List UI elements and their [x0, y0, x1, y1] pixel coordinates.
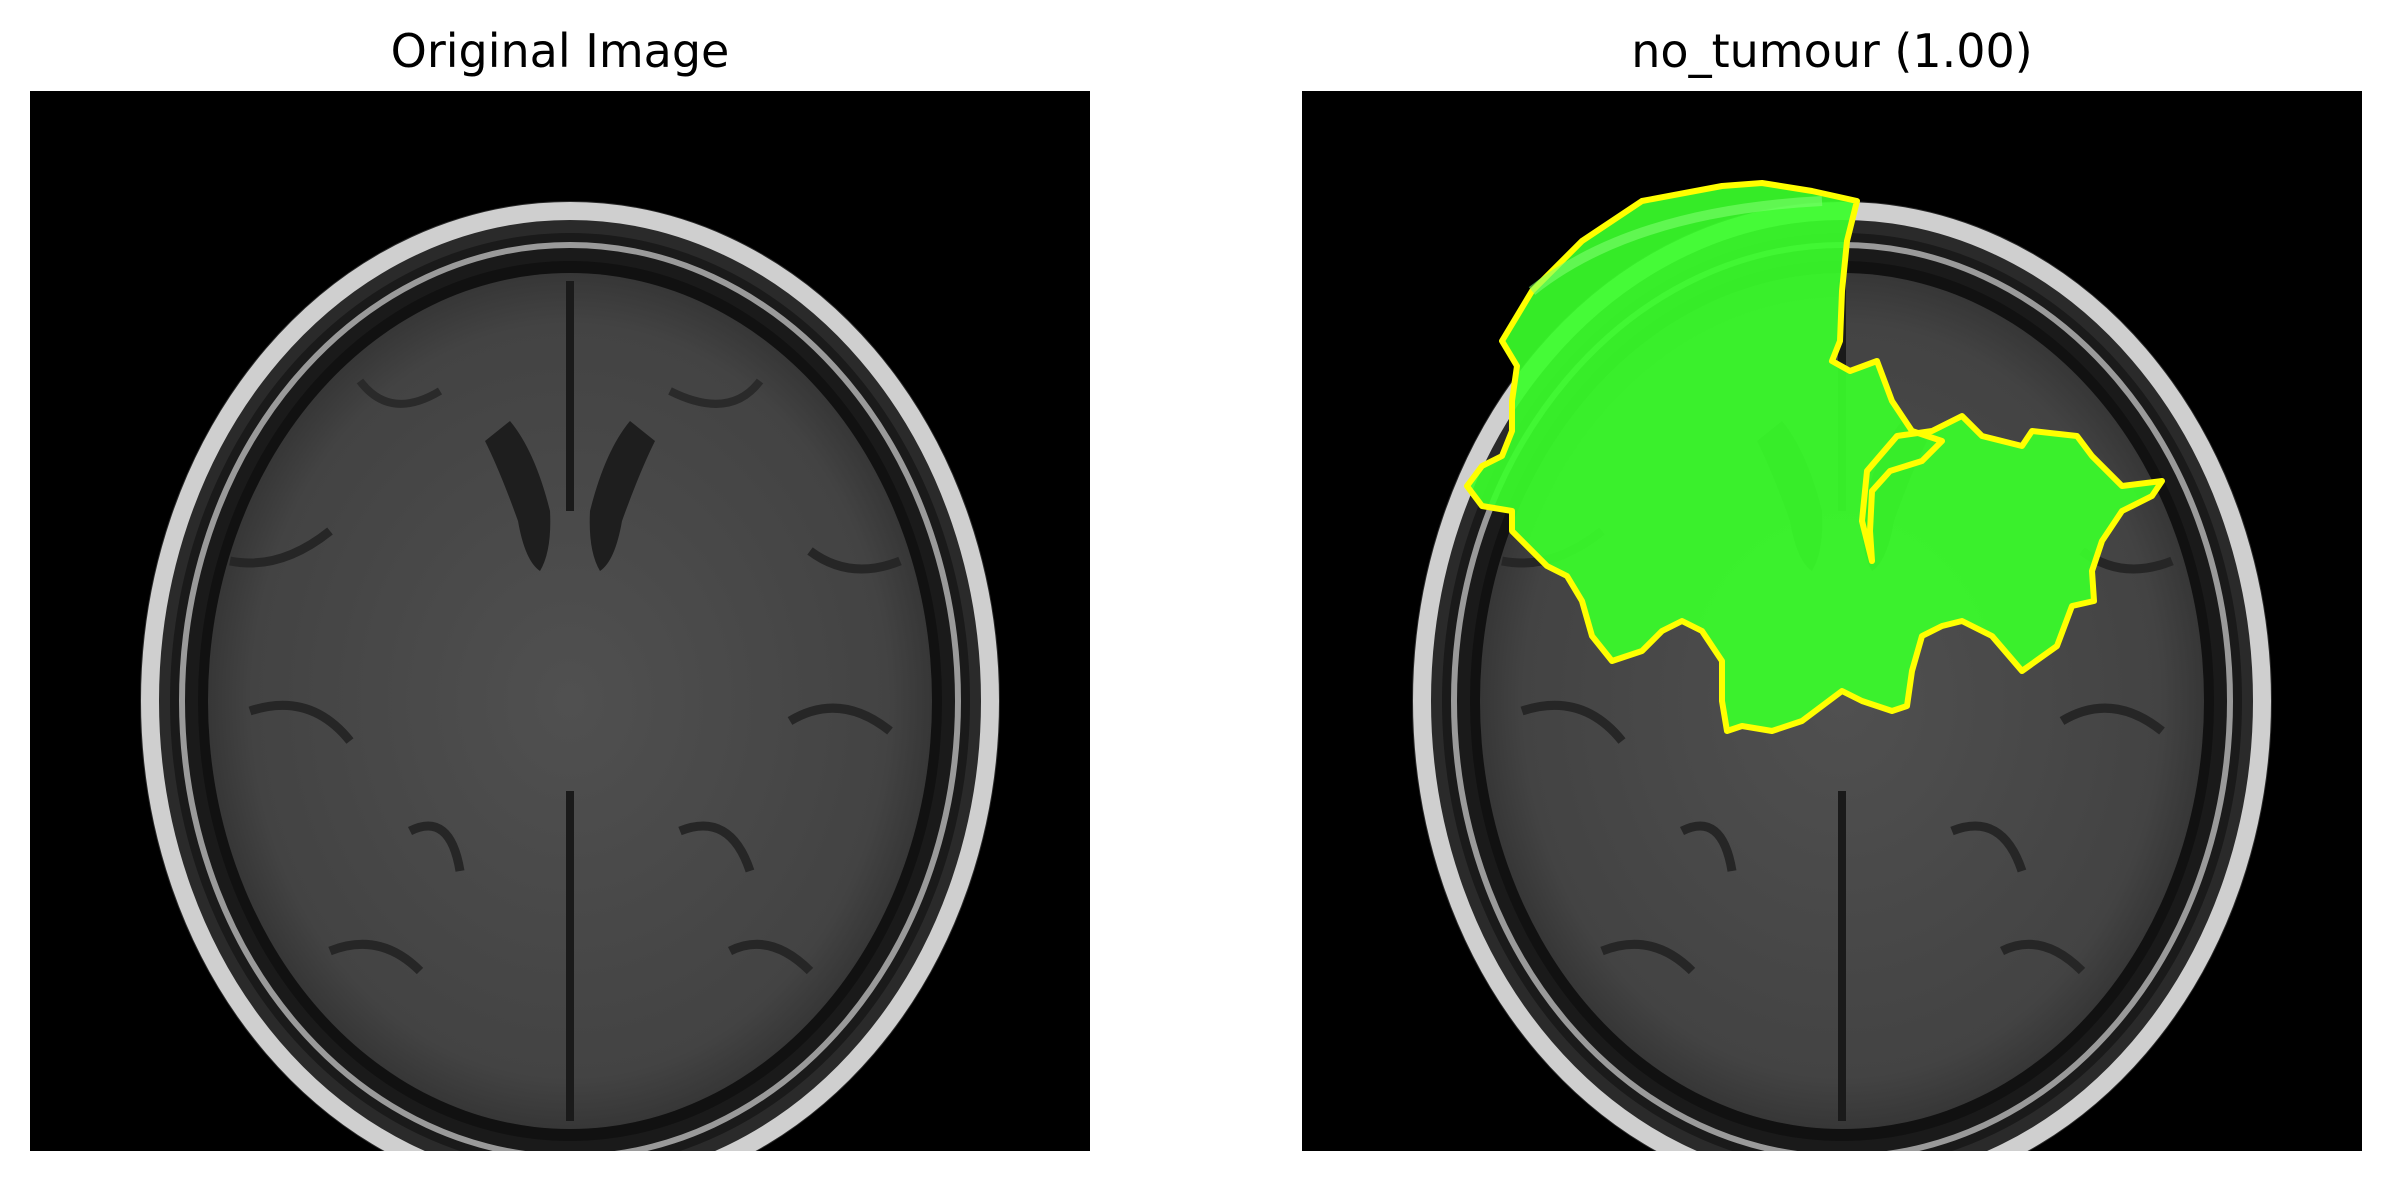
original-image-panel [30, 91, 1090, 1151]
explanation-title: no_tumour (1.00) [1631, 24, 2033, 78]
explanation-mri-image [1302, 91, 2362, 1151]
explanation-panel [1302, 91, 2362, 1151]
original-mri-image [30, 91, 1090, 1151]
original-image-title: Original Image [390, 24, 730, 78]
explanation-region [1464, 180, 2165, 734]
